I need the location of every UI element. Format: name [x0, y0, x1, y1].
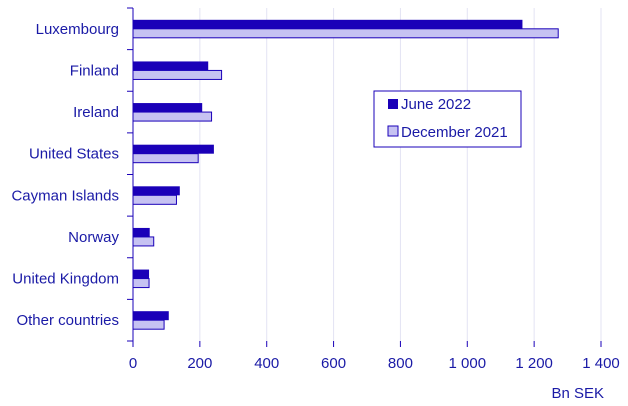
bar-june-2022: [133, 186, 180, 196]
category-labels: Luxembourg Finland Ireland United States Cay…: [11, 21, 119, 329]
bar-june-2022: [133, 144, 214, 154]
x-tick-label: 200: [187, 355, 212, 372]
legend-box: [373, 90, 522, 148]
legend-label-june-2022: June 2022: [401, 96, 471, 113]
bar-december-2021: [132, 69, 223, 80]
bar-december-2021: [132, 194, 177, 205]
bar-december-2021: [132, 278, 150, 289]
category-label: Norway: [68, 229, 119, 246]
gridlines: [199, 8, 602, 341]
x-tick-label: 600: [321, 355, 346, 372]
x-tick-label: 0: [129, 355, 137, 372]
category-label: Ireland: [73, 104, 119, 121]
category-label: Other countries: [16, 312, 119, 329]
bar-june-2022: [133, 61, 209, 71]
category-label: United States: [29, 146, 119, 163]
category-label: United Kingdom: [12, 271, 119, 288]
bar-june-2022: [133, 19, 523, 29]
category-label: Luxembourg: [36, 21, 119, 38]
x-tick-label: 400: [254, 355, 279, 372]
legend: June 2022 December 2021: [373, 90, 522, 148]
bar-december-2021: [132, 111, 213, 122]
axes: [127, 7, 602, 347]
bar-june-2022: [133, 103, 203, 113]
legend-swatch-june-2022: [388, 99, 398, 109]
legend-swatch-december-2021: [387, 125, 399, 137]
bars: [132, 19, 559, 330]
category-label: Finland: [70, 62, 119, 79]
bar-december-2021: [132, 153, 199, 164]
bar-june-2022: [133, 227, 150, 237]
x-tick-label: 1 000: [449, 355, 487, 372]
x-tick-labels: 0 200 400 600 800 1 000 1 200 1 400: [129, 355, 620, 372]
bar-december-2021: [132, 319, 165, 330]
x-tick-label: 800: [388, 355, 413, 372]
category-label: Cayman Islands: [11, 187, 119, 204]
bar-december-2021: [132, 28, 559, 39]
legend-label-december-2021: December 2021: [401, 124, 508, 141]
bar-december-2021: [132, 236, 155, 247]
bar-june-2022: [133, 311, 169, 321]
bar-june-2022: [133, 269, 150, 279]
x-tick-label: 1 200: [515, 355, 553, 372]
x-axis-unit-label: Bn SEK: [551, 385, 604, 402]
x-tick-label: 1 400: [582, 355, 620, 372]
